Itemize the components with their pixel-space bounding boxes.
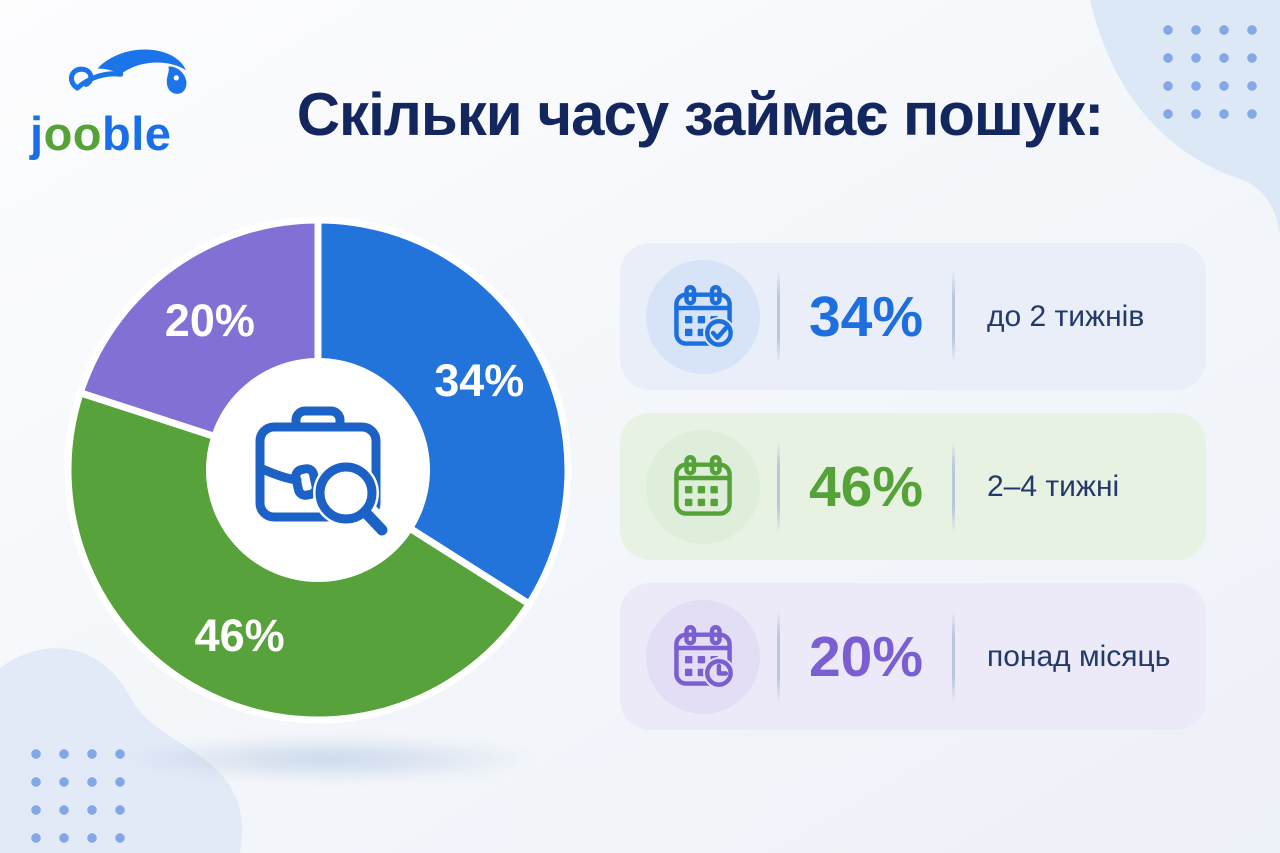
legend: 34% до 2 тижнів [620,243,1206,753]
legend-percent: 46% [808,454,924,519]
wordmark-ble: ble [101,107,172,160]
legend-card-over-a-month: 20% понад місяць [620,583,1206,730]
divider [952,270,955,363]
dots-pattern-top-right-icon [1154,16,1266,128]
calendar-icon [674,454,732,516]
briefcase-search-icon [255,406,397,545]
legend-icon-circle [646,259,760,374]
legend-card-2-4-weeks: 46% 2–4 тижні [620,413,1206,560]
dots-pattern-bottom-left-icon [22,740,134,852]
calendar-clock-icon [674,624,735,689]
legend-label: 2–4 тижні [987,469,1120,503]
donut-chart: 34% 46% 20% [58,210,578,730]
legend-icon-circle [646,429,760,544]
divider [777,270,780,363]
jooble-wordmark: jooble [30,106,171,161]
legend-percent: 34% [808,284,924,349]
slice-label: 20% [164,295,255,347]
wordmark-oo: oo [43,107,102,160]
slice-label: 34% [434,355,525,407]
divider [777,440,780,533]
calendar-check-icon [674,284,735,349]
legend-label: до 2 тижнів [987,299,1145,333]
divider [952,610,955,703]
rabbit-logo-icon [68,49,187,94]
legend-icon-circle [646,599,760,714]
jooble-logo: jooble [28,14,248,164]
slice-label: 46% [194,610,285,662]
donut-shadow [118,736,538,782]
legend-label: понад місяць [987,639,1171,673]
divider [777,610,780,703]
page-title: Скільки часу займає пошук: [296,81,1105,148]
donut-center-icon [233,390,403,550]
divider [952,440,955,533]
legend-percent: 20% [808,624,924,689]
wordmark-j: j [30,107,44,160]
legend-card-up-to-2-weeks: 34% до 2 тижнів [620,243,1206,390]
